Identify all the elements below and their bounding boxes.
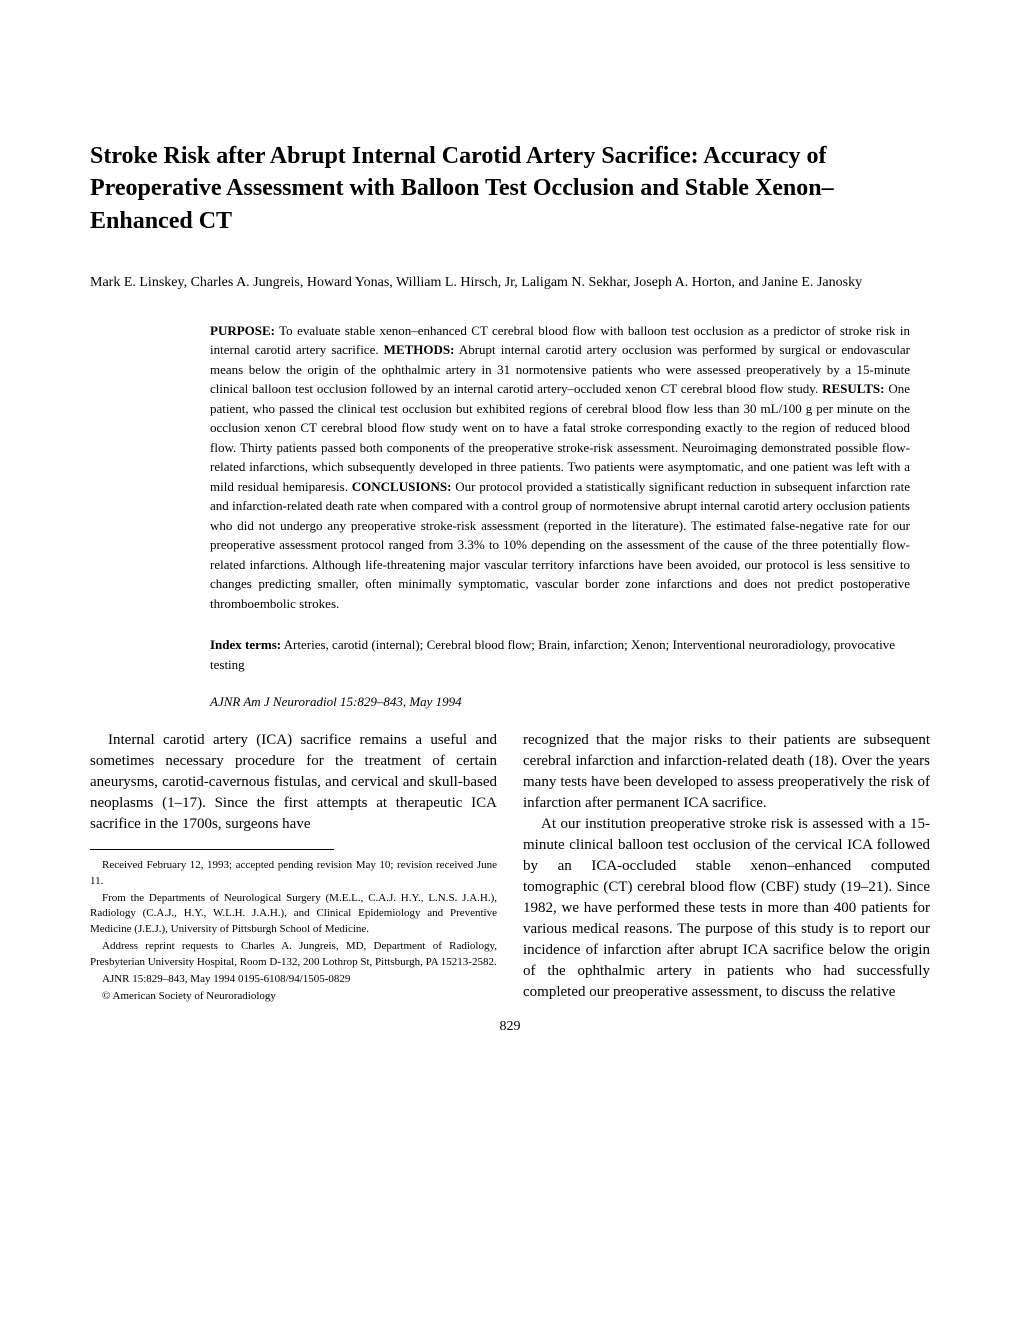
footnote-copyright: © American Society of Neuroradiology xyxy=(90,989,497,1004)
methods-label: METHODS: xyxy=(384,342,455,357)
abstract-text: PURPOSE: To evaluate stable xenon–enhanc… xyxy=(210,321,910,614)
left-column: Internal carotid artery (ICA) sacrifice … xyxy=(90,730,497,1007)
footnote-from: From the Departments of Neurological Sur… xyxy=(90,891,497,937)
purpose-label: PURPOSE: xyxy=(210,323,275,338)
results-label: RESULTS: xyxy=(822,381,884,396)
article-title: Stroke Risk after Abrupt Internal Caroti… xyxy=(90,140,930,237)
right-column: recognized that the major risks to their… xyxy=(523,730,930,1007)
results-text: One patient, who passed the clinical tes… xyxy=(210,381,910,494)
authors-list: Mark E. Linskey, Charles A. Jungreis, Ho… xyxy=(90,273,930,293)
index-terms-label: Index terms: xyxy=(210,637,281,652)
body-para-left: Internal carotid artery (ICA) sacrifice … xyxy=(90,730,497,835)
body-columns: Internal carotid artery (ICA) sacrifice … xyxy=(90,730,930,1007)
index-terms-text: Arteries, carotid (internal); Cerebral b… xyxy=(210,637,895,672)
journal-citation: AJNR Am J Neuroradiol 15:829–843, May 19… xyxy=(210,694,930,710)
conclusions-text: Our protocol provided a statistically si… xyxy=(210,479,910,611)
body-para-right-2: At our institution preoperative stroke r… xyxy=(523,814,930,1003)
footnote-received: Received February 12, 1993; accepted pen… xyxy=(90,858,497,889)
footnote-address: Address reprint requests to Charles A. J… xyxy=(90,939,497,970)
page-number: 829 xyxy=(90,1019,930,1035)
conclusions-label: CONCLUSIONS: xyxy=(352,479,452,494)
footnote-ajnr: AJNR 15:829–843, May 1994 0195-6108/94/1… xyxy=(90,972,497,987)
index-terms: Index terms: Arteries, carotid (internal… xyxy=(210,635,910,674)
body-para-right-1: recognized that the major risks to their… xyxy=(523,730,930,814)
footnote-separator xyxy=(90,849,334,850)
footnotes-block: Received February 12, 1993; accepted pen… xyxy=(90,858,497,1005)
abstract-block: PURPOSE: To evaluate stable xenon–enhanc… xyxy=(210,321,910,614)
